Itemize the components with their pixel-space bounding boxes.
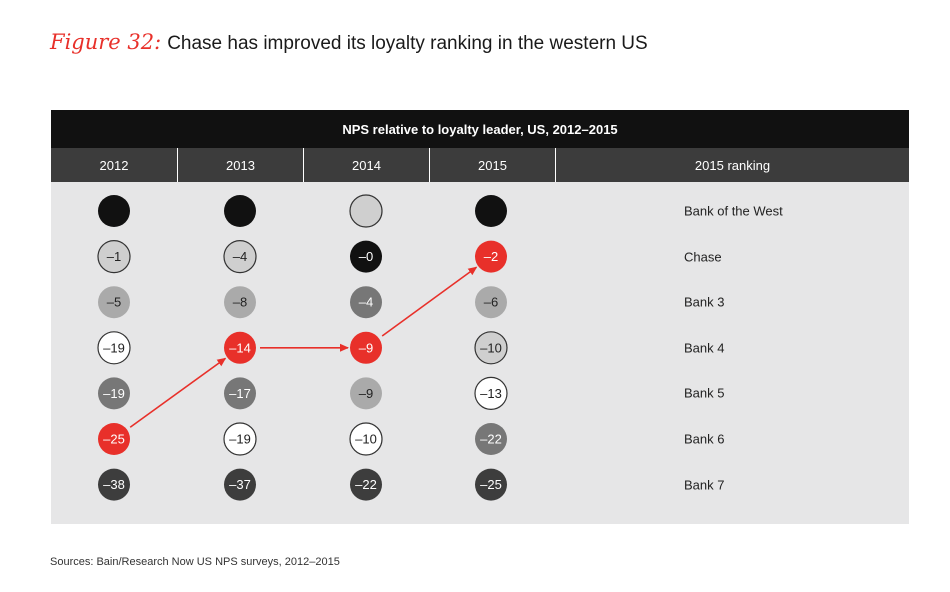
column-header-2013: 2013: [177, 148, 303, 182]
bank-label: Bank 7: [684, 477, 725, 493]
nps-dot: [98, 468, 130, 501]
nps-dot: [350, 468, 382, 501]
bank-label: Chase: [684, 249, 722, 265]
nps-dot: [350, 286, 382, 319]
nps-value-label: –25: [480, 477, 502, 492]
source-note: Sources: Bain/Research Now US NPS survey…: [50, 556, 340, 568]
nps-value-label: –19: [103, 386, 125, 401]
bank-label: Bank 5: [684, 385, 725, 401]
nps-dot: [350, 331, 382, 364]
nps-value-label: –19: [229, 432, 251, 447]
figure-label: Figure 32:: [50, 30, 162, 54]
nps-dot: [98, 286, 130, 319]
nps-dot: [349, 194, 383, 228]
nps-dot: [224, 331, 256, 364]
column-header-label: 2014: [352, 157, 381, 173]
nps-value-label: –17: [229, 386, 251, 401]
nps-dot: [224, 195, 256, 227]
nps-dot: [475, 240, 507, 273]
figure-title: Figure 32: Chase has improved its loyalty…: [50, 30, 648, 55]
nps-value-label: –0: [359, 249, 373, 264]
nps-dot: [97, 240, 131, 274]
nps-dot: [350, 377, 382, 410]
bank-label: Bank of the West: [684, 203, 783, 219]
nps-value-label: –4: [359, 295, 373, 310]
nps-value-label: –9: [359, 386, 373, 401]
nps-value-label: –14: [229, 340, 251, 355]
column-header-label: 2015 ranking: [694, 157, 771, 173]
nps-dot: [349, 422, 383, 456]
nps-value-label: –1: [107, 249, 121, 264]
nps-dot: [224, 286, 256, 319]
nps-value-label: –37: [229, 477, 251, 492]
nps-value-label: –4: [233, 249, 247, 264]
nps-dot: [223, 422, 257, 456]
nps-dot: [223, 240, 257, 274]
chart-title: NPS relative to loyalty leader, US, 2012…: [342, 121, 618, 137]
nps-dot: [475, 195, 507, 227]
chart-title-bar: NPS relative to loyalty leader, US, 2012…: [51, 110, 909, 148]
figure-title-text: Chase has improved its loyalty ranking i…: [167, 33, 648, 54]
bank-label: Bank 3: [684, 294, 725, 310]
column-header-ranking: 2015 ranking: [555, 148, 909, 182]
nps-value-label: –10: [355, 432, 377, 447]
column-header-2015: 2015: [429, 148, 555, 182]
column-header-label: 2015: [478, 157, 507, 173]
column-header-label: 2013: [226, 157, 255, 173]
nps-value-label: –13: [480, 386, 502, 401]
nps-value-label: –22: [355, 477, 377, 492]
nps-value-label: –9: [359, 340, 373, 355]
bank-label: Bank 4: [684, 340, 725, 356]
nps-value-label: –10: [480, 340, 502, 355]
nps-dot: [474, 376, 508, 410]
bank-label: Bank 6: [684, 431, 725, 447]
nps-dot: [98, 377, 130, 410]
nps-dot: [475, 286, 507, 319]
nps-value-label: –19: [103, 340, 125, 355]
column-header-label: 2012: [99, 157, 129, 173]
nps-dot: [350, 240, 382, 273]
nps-value-label: –6: [484, 295, 498, 310]
nps-value-label: –38: [103, 477, 125, 492]
nps-value-label: –5: [107, 295, 121, 310]
nps-dot: [224, 377, 256, 410]
nps-value-label: –22: [480, 432, 502, 447]
trend-arrow: [129, 357, 227, 428]
trend-arrow: [381, 266, 478, 337]
nps-dot: [475, 423, 507, 455]
nps-value-label: –25: [103, 432, 125, 447]
nps-dot: [98, 423, 130, 455]
nps-dot: [97, 331, 131, 365]
nps-value-label: –8: [233, 295, 247, 310]
nps-dot: [224, 468, 256, 501]
nps-value-label: –2: [484, 249, 498, 264]
nps-dot: [98, 195, 130, 227]
nps-dot: [475, 468, 507, 501]
nps-dot: [474, 331, 508, 365]
column-header-2014: 2014: [303, 148, 429, 182]
column-header-2012: 2012: [51, 148, 177, 182]
